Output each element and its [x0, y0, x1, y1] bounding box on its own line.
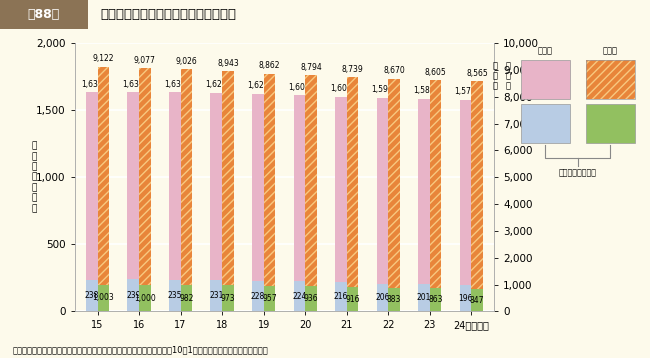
Bar: [294, 281, 305, 311]
Bar: [471, 289, 483, 311]
Bar: [376, 98, 388, 284]
Bar: [169, 280, 181, 311]
Bar: [222, 71, 234, 285]
Bar: [346, 77, 358, 287]
Text: 8,605: 8,605: [424, 68, 447, 77]
Bar: [418, 99, 430, 285]
Text: 863: 863: [428, 295, 443, 304]
Text: 1,627: 1,627: [205, 80, 227, 89]
Text: 9,077: 9,077: [134, 55, 156, 64]
Text: 224: 224: [292, 292, 307, 301]
Bar: [127, 92, 139, 279]
Text: 1,631: 1,631: [164, 80, 186, 89]
Text: 883: 883: [387, 295, 401, 304]
Bar: [252, 94, 264, 281]
Text: 973: 973: [220, 294, 235, 303]
Bar: [376, 284, 388, 311]
Bar: [388, 79, 400, 288]
Text: 1,583: 1,583: [413, 86, 435, 95]
Bar: [305, 75, 317, 286]
Bar: [181, 285, 192, 311]
Bar: [211, 280, 222, 311]
Text: 1,609: 1,609: [289, 83, 310, 92]
Bar: [430, 288, 441, 311]
Text: （注）全国の病院数及び病床数は、厚生労働省「医療施設調査（各年度10月1日現在）」を基にした数である。: （注）全国の病院数及び病床数は、厚生労働省「医療施設調査（各年度10月1日現在）…: [13, 345, 268, 354]
Text: 239: 239: [126, 291, 140, 300]
Text: 病床数: 病床数: [538, 46, 553, 55]
Text: 8,670: 8,670: [383, 67, 405, 76]
Text: 916: 916: [345, 295, 359, 304]
Bar: [264, 73, 275, 286]
Text: 1,003: 1,003: [92, 294, 114, 303]
Bar: [305, 286, 317, 311]
Text: 8,862: 8,862: [259, 61, 280, 70]
Text: 1,632: 1,632: [81, 79, 103, 88]
Text: うち自治体病院分: うち自治体病院分: [559, 169, 597, 178]
Bar: [98, 67, 109, 285]
Text: 982: 982: [179, 294, 194, 303]
Bar: [86, 280, 97, 311]
Text: 196: 196: [458, 294, 473, 303]
Text: 1,601: 1,601: [330, 84, 352, 93]
Text: 8,943: 8,943: [217, 59, 239, 68]
Text: 228: 228: [251, 292, 265, 301]
Text: 8,739: 8,739: [342, 64, 363, 74]
Bar: [139, 285, 151, 311]
Text: 9,122: 9,122: [93, 54, 114, 63]
Text: 957: 957: [262, 294, 277, 303]
Text: 1,593: 1,593: [371, 85, 393, 94]
Bar: [335, 282, 346, 311]
Text: 216: 216: [333, 292, 348, 301]
Text: 206: 206: [375, 293, 389, 302]
Text: 8,565: 8,565: [466, 69, 488, 78]
Text: 238: 238: [84, 291, 99, 300]
Bar: [98, 285, 109, 311]
Bar: [418, 285, 430, 311]
Text: 8,794: 8,794: [300, 63, 322, 72]
Bar: [169, 92, 181, 280]
Y-axis label: 病
床
数
（
千
床
）: 病 床 数 （ 千 床 ）: [32, 141, 37, 213]
Text: 1,632: 1,632: [122, 79, 144, 88]
Bar: [388, 288, 400, 311]
Text: 9,026: 9,026: [176, 57, 198, 66]
Bar: [294, 96, 305, 281]
Bar: [335, 97, 346, 282]
Text: 病院数: 病院数: [603, 46, 618, 55]
Bar: [264, 286, 275, 311]
Bar: [211, 93, 222, 280]
Text: 1,620: 1,620: [247, 81, 268, 90]
Text: 箌88図: 箌88図: [28, 8, 60, 21]
Text: 231: 231: [209, 291, 224, 300]
Bar: [181, 69, 192, 285]
Text: 235: 235: [168, 291, 182, 300]
Bar: [139, 68, 151, 285]
Bar: [471, 82, 483, 289]
Bar: [460, 285, 471, 311]
Text: 847: 847: [470, 296, 484, 305]
Text: 936: 936: [304, 294, 318, 303]
Text: 全国の病院に占める自治体病院の状況: 全国の病院に占める自治体病院の状況: [101, 8, 237, 21]
Bar: [430, 81, 441, 288]
Bar: [460, 100, 471, 285]
Bar: [252, 281, 264, 311]
Text: 病
院
数: 病 院 数: [506, 61, 511, 91]
Text: 病
床
数: 病 床 数: [493, 61, 498, 91]
Text: 201: 201: [417, 294, 431, 303]
Bar: [346, 287, 358, 311]
Bar: [86, 92, 97, 280]
Bar: [0, 0, 88, 29]
Text: 1,000: 1,000: [134, 294, 156, 303]
Bar: [222, 285, 234, 311]
Bar: [127, 279, 139, 311]
Text: 1,578: 1,578: [454, 87, 476, 96]
